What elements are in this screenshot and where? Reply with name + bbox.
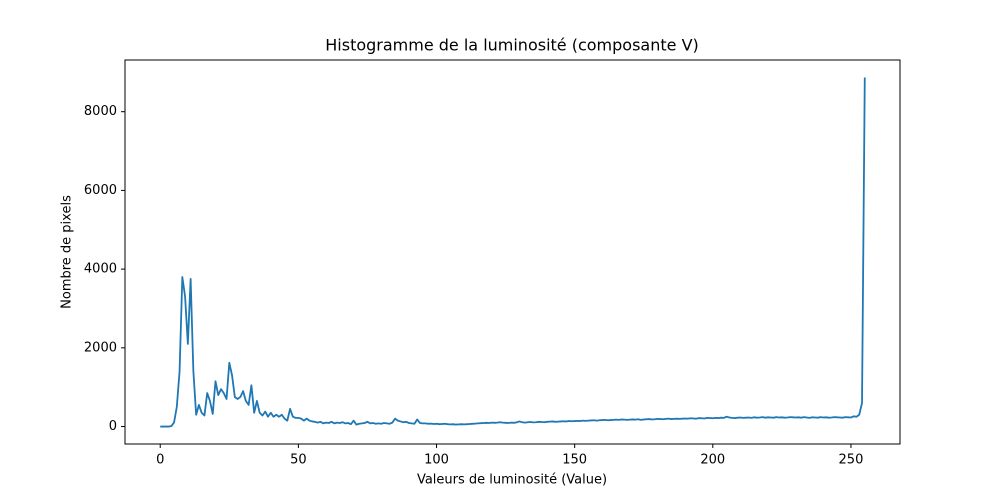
- data-line: [160, 77, 866, 428]
- x-tick-label: 0: [156, 453, 164, 468]
- x-tick-label: 250: [839, 453, 864, 468]
- y-tick-label: 4000: [84, 262, 117, 277]
- y-tick-label: 6000: [84, 183, 117, 198]
- x-tick-label: 100: [424, 453, 449, 468]
- y-tick-label: 0: [109, 419, 117, 434]
- y-tick-label: 2000: [84, 340, 117, 355]
- y-tick-label: 8000: [84, 104, 117, 119]
- y-axis-label: Nombre de pixels: [60, 195, 75, 309]
- x-tick-label: 200: [700, 453, 725, 468]
- x-tick-label: 50: [290, 453, 307, 468]
- x-axis-label: Valeurs de luminosité (Value): [417, 473, 607, 488]
- axes-frame: [124, 59, 901, 445]
- x-tick-label: 150: [562, 453, 587, 468]
- chart-title: Histogramme de la luminosité (composante…: [325, 36, 699, 55]
